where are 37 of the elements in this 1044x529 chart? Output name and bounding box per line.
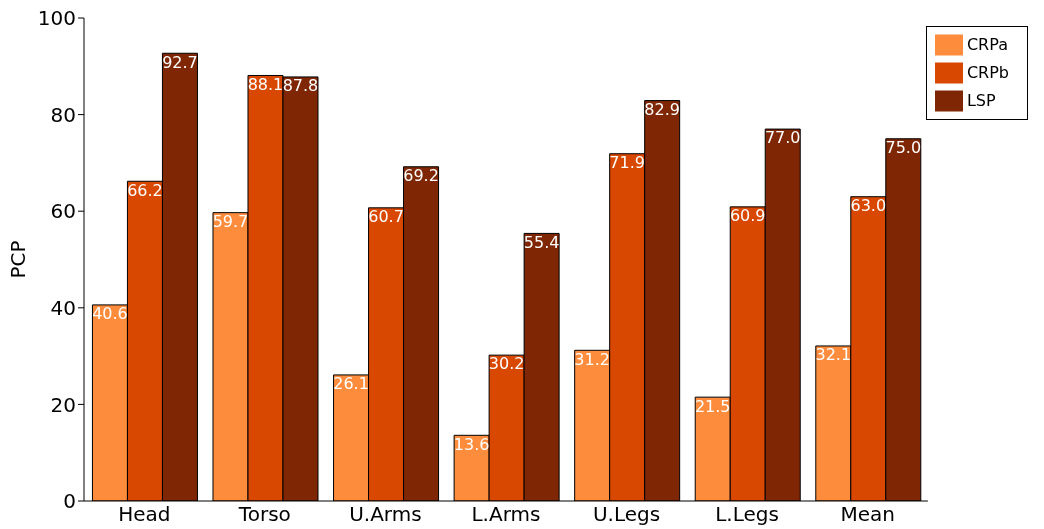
data-label: 82.9 (644, 99, 680, 119)
y-axis-title: PCP (6, 240, 31, 279)
x-tick-label: U.Legs (592, 502, 661, 527)
y-tick-label: 60 (50, 199, 76, 224)
data-label: 55.4 (523, 232, 560, 252)
data-label: 32.1 (815, 345, 852, 365)
data-label: 92.7 (162, 52, 198, 72)
y-tick-label: 20 (50, 392, 76, 417)
data-label: 60.9 (729, 206, 766, 226)
x-tick-label: Mean (840, 502, 895, 527)
legend-label: CRPa (966, 34, 1008, 54)
data-label: 66.2 (127, 180, 163, 200)
data-label: 75.0 (885, 138, 922, 158)
data-label: 71.9 (609, 153, 645, 173)
data-label: 59.7 (212, 212, 249, 232)
data-label: 87.8 (282, 76, 319, 96)
legend-label: CRPb (966, 62, 1009, 82)
data-label: 69.2 (403, 166, 439, 186)
x-tick-label: Torso (237, 502, 291, 527)
y-tick-label: 100 (37, 6, 76, 31)
y-tick-label: 40 (50, 295, 76, 320)
data-label: 26.1 (333, 374, 369, 394)
legend-label: LSP (966, 90, 996, 110)
data-label: 63.0 (850, 196, 887, 216)
x-tick-label: L.Arms (471, 502, 541, 527)
data-label: 88.1 (247, 74, 284, 94)
x-tick-label: Head (118, 502, 171, 527)
data-label: 40.6 (92, 304, 128, 324)
data-label: 77.0 (764, 128, 801, 148)
data-label: 21.5 (694, 396, 731, 416)
data-label: 31.2 (574, 349, 610, 369)
y-tick-label: 80 (50, 102, 76, 127)
data-label: 30.2 (488, 354, 525, 374)
x-tick-label: U.Arms (349, 502, 422, 527)
y-tick-label: 0 (63, 489, 76, 514)
x-tick-label: L.Legs (715, 502, 779, 527)
data-label: 60.7 (368, 207, 404, 227)
